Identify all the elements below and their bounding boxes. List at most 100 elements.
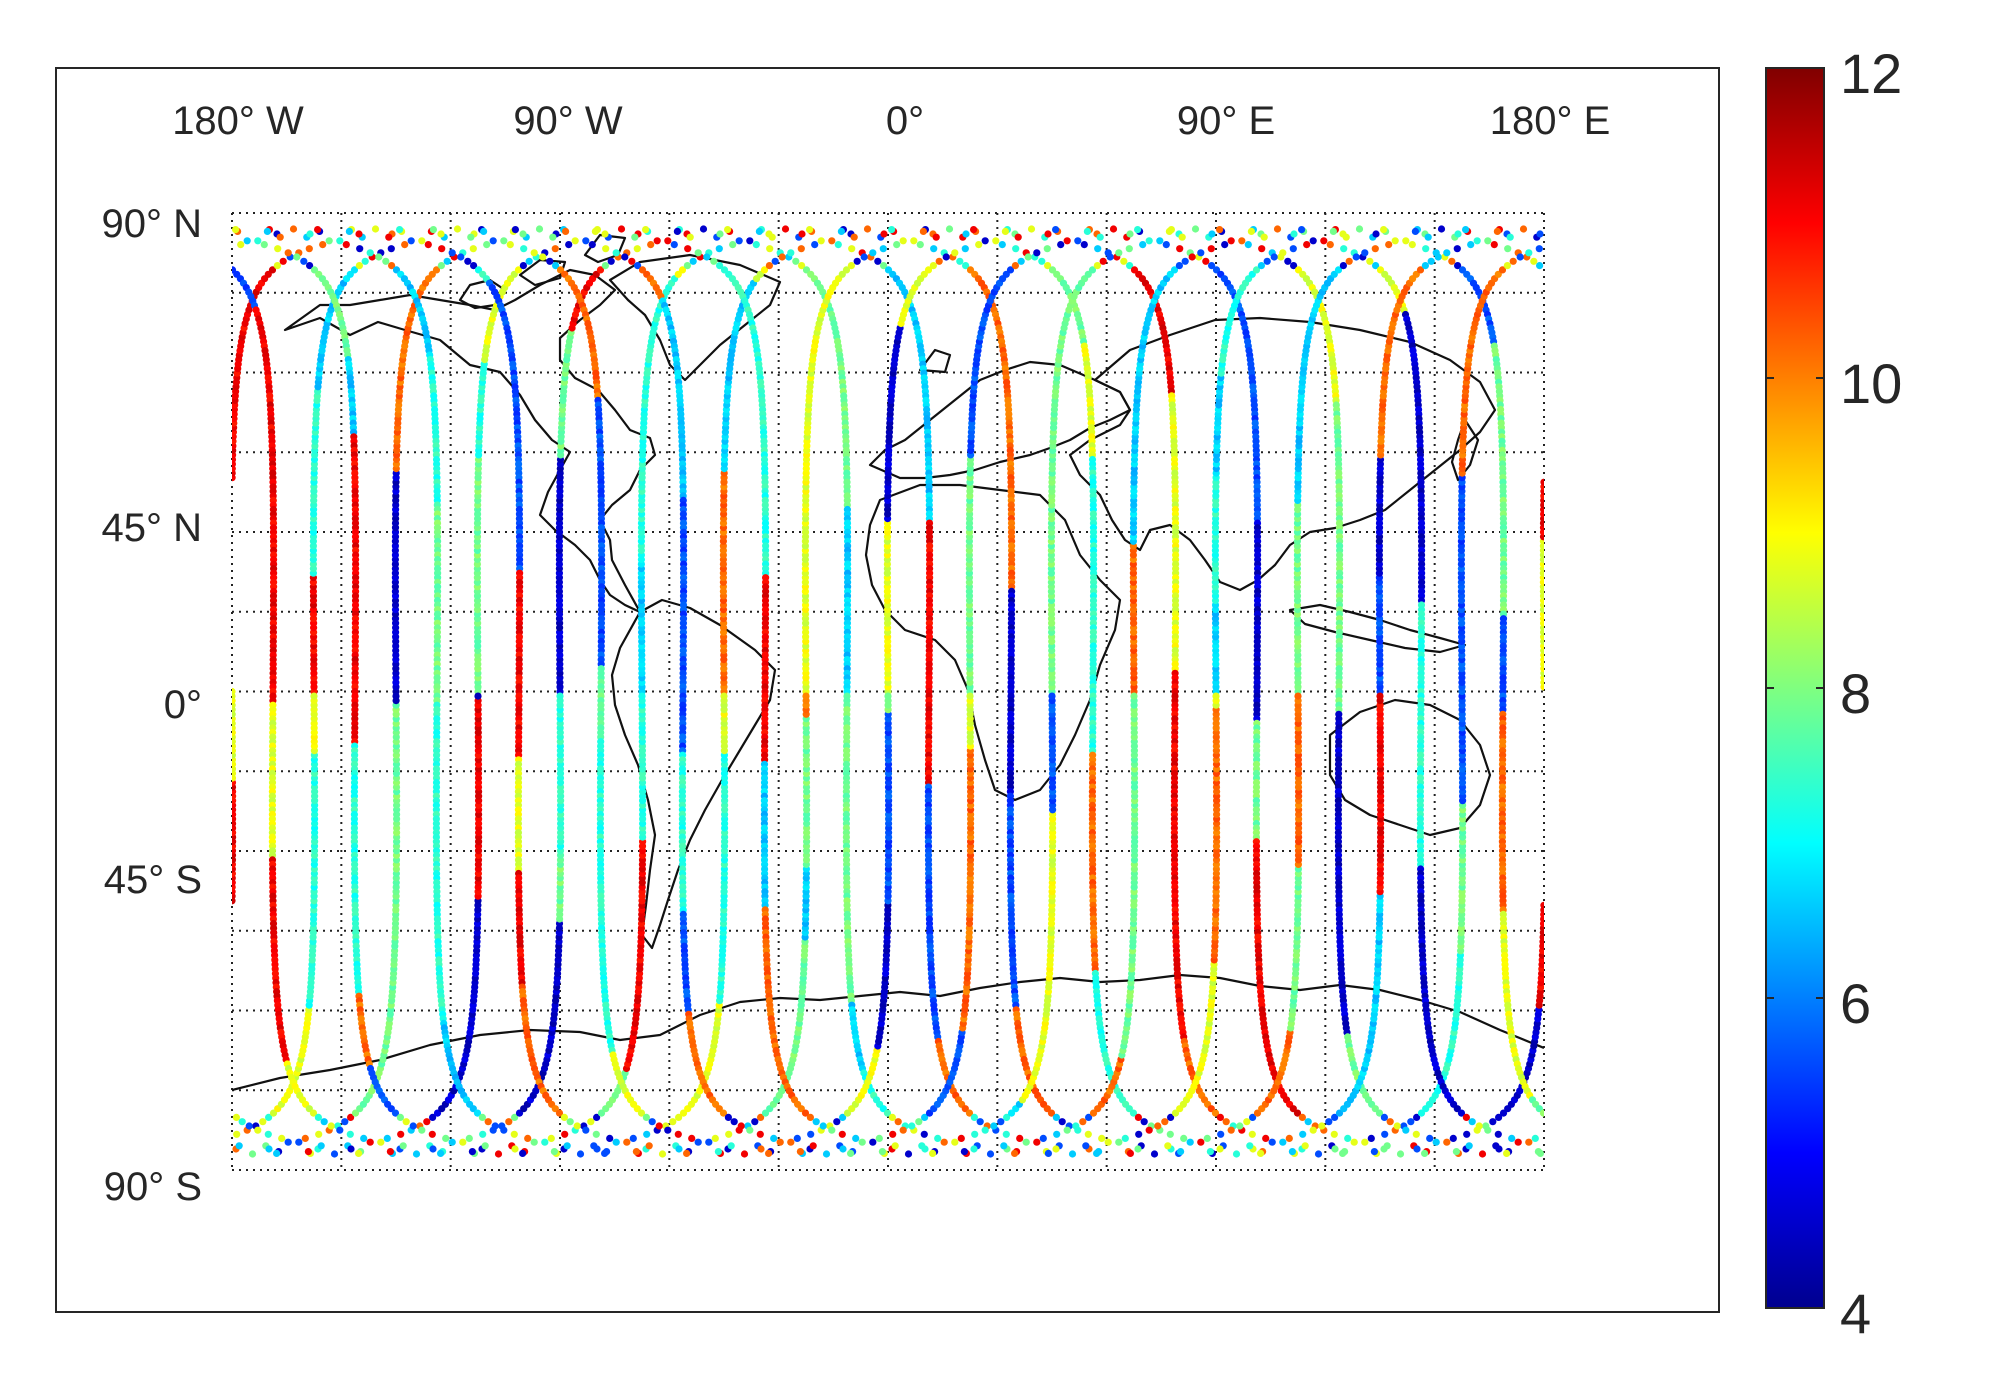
track-point xyxy=(1211,1109,1220,1117)
track-point xyxy=(360,1134,368,1142)
track-point xyxy=(1134,1113,1142,1121)
track-point xyxy=(669,1118,677,1126)
track-point xyxy=(1074,237,1082,245)
track-point xyxy=(1047,1109,1056,1117)
track-point xyxy=(1134,226,1142,234)
track-point xyxy=(899,1126,907,1134)
track-point xyxy=(330,1150,339,1158)
track-point xyxy=(510,1130,518,1138)
track-point xyxy=(273,262,281,270)
track-point xyxy=(1421,1149,1429,1157)
track-point xyxy=(563,1142,571,1150)
track-point xyxy=(858,1138,866,1146)
track-point xyxy=(535,225,544,233)
track-point xyxy=(300,257,308,265)
track-point xyxy=(828,237,836,245)
track-point xyxy=(530,1138,538,1146)
track-point xyxy=(1208,230,1216,238)
track-point xyxy=(1038,257,1046,265)
track-point xyxy=(932,233,940,241)
track-point xyxy=(375,253,383,261)
track-point xyxy=(314,1113,322,1121)
track-point xyxy=(1284,257,1292,265)
track-point xyxy=(1109,225,1118,233)
track-point xyxy=(304,1148,312,1156)
track-point xyxy=(336,1126,344,1134)
track-point xyxy=(1504,245,1512,253)
track-point xyxy=(479,1130,487,1138)
track-point xyxy=(1344,1134,1352,1142)
track-point xyxy=(483,241,491,249)
track-point xyxy=(484,1118,492,1126)
track-point xyxy=(1052,226,1060,234)
track-point xyxy=(962,230,970,238)
track-point xyxy=(429,1145,437,1153)
track-point xyxy=(561,1130,569,1138)
coastline-asia xyxy=(1068,316,1497,592)
track-point xyxy=(966,692,974,700)
track-point xyxy=(401,241,409,249)
track-point xyxy=(519,262,528,270)
track-point xyxy=(1044,230,1052,238)
track-point xyxy=(1162,241,1170,249)
track-point xyxy=(888,1113,897,1121)
track-point xyxy=(683,1149,691,1157)
track-point xyxy=(716,230,724,238)
track-point xyxy=(591,227,600,235)
track-point xyxy=(474,692,482,700)
track-point xyxy=(1484,1126,1492,1134)
track-point xyxy=(962,262,970,270)
track-point xyxy=(233,1130,241,1138)
track-point xyxy=(1139,241,1147,249)
track-point xyxy=(1170,266,1179,274)
track-point xyxy=(355,262,363,270)
track-point xyxy=(880,230,888,238)
track-point xyxy=(694,1138,702,1146)
track-point xyxy=(834,241,842,249)
track-point xyxy=(1058,1118,1066,1126)
track-point xyxy=(317,1142,325,1150)
track-point xyxy=(301,1134,309,1142)
track-point xyxy=(243,237,251,245)
track-point xyxy=(689,257,697,265)
track-point xyxy=(319,241,327,249)
track-point xyxy=(494,1150,503,1158)
track-point xyxy=(811,241,819,249)
track-point xyxy=(437,262,445,270)
track-point xyxy=(1238,237,1246,245)
track-point xyxy=(1002,1130,1010,1138)
track-point xyxy=(842,266,851,274)
track-point xyxy=(1437,225,1446,233)
track-point xyxy=(642,226,650,234)
track-point xyxy=(500,237,508,245)
track-point xyxy=(1514,1138,1522,1146)
track-point xyxy=(432,266,441,274)
track-point xyxy=(1508,1134,1516,1142)
track-point xyxy=(1443,1138,1451,1146)
track-point xyxy=(1216,1113,1224,1121)
track-point xyxy=(929,262,938,270)
track-point xyxy=(505,1118,513,1126)
track-point xyxy=(1125,245,1133,253)
track-point xyxy=(473,1109,482,1117)
track-point xyxy=(879,245,887,253)
track-point xyxy=(1340,245,1348,253)
track-point xyxy=(336,237,344,245)
track-point xyxy=(232,692,236,700)
track-point xyxy=(751,1118,759,1126)
track-point xyxy=(279,257,287,265)
track-point xyxy=(1083,227,1091,235)
track-point xyxy=(848,245,856,253)
track-point xyxy=(893,241,901,249)
track-point xyxy=(1396,1150,1405,1158)
track-point xyxy=(607,257,615,265)
track-point xyxy=(465,1134,473,1142)
track-point xyxy=(1057,241,1065,249)
track-point xyxy=(1540,478,1544,486)
track-point xyxy=(402,1118,410,1126)
track-point xyxy=(981,1126,989,1134)
track-point xyxy=(647,241,655,249)
track-point xyxy=(965,1109,974,1117)
track-point xyxy=(1011,262,1020,270)
track-point xyxy=(853,257,861,265)
